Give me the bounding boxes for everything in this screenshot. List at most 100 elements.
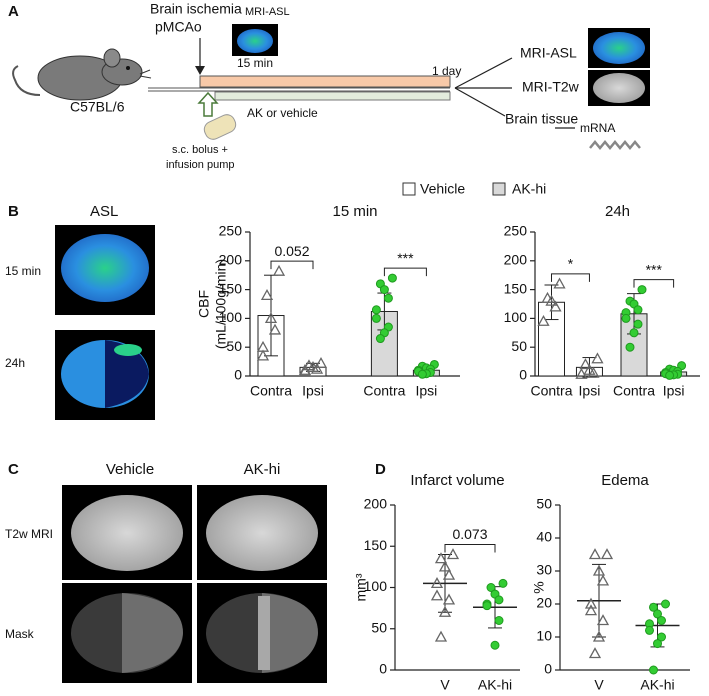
x-tick-label: AK-hi [478,677,512,693]
data-point [592,564,606,576]
brain [593,32,645,64]
panel-title: ASL [90,203,118,220]
delivery-label: s.c. bolus + [172,144,228,156]
y-tick-label: 250 [504,223,528,239]
mrna-label: mRNA [580,121,615,135]
arrow-head [195,66,205,75]
mouse [12,48,152,101]
time-label: 15 min [237,56,273,70]
y-tick-label: 200 [504,252,528,268]
data-point [434,552,448,564]
brain [114,344,142,356]
x-tick-label: AK-hi [640,677,674,693]
data-point [430,589,444,601]
data-point [553,277,566,289]
data-point [596,614,610,626]
output-label: MRI-ASL [520,45,577,61]
y-tick-label: 50 [226,338,242,354]
panel-letter: D [375,461,386,478]
data-point [371,313,381,323]
y-tick-label: 20 [536,595,552,611]
mask-strip [258,596,270,670]
x-tick-label: Ipsi [302,383,324,399]
strain-label: C57BL/6 [70,99,125,115]
lesion [105,340,149,408]
y-tick-label: 0 [544,661,552,677]
y-tick-label: 50 [536,496,552,512]
data-point [587,366,600,378]
data-point [371,305,381,315]
y-tick-label: 0 [379,661,387,677]
infusion-bar [214,91,451,101]
x-tick-label: V [594,677,604,693]
x-tick-label: V [440,677,450,693]
mrna-icon [589,140,641,150]
brain [593,73,645,103]
panel-letter: B [8,203,19,220]
x-tick-label: Contra [363,383,405,399]
data-point [645,625,654,635]
y-tick-label: 200 [364,496,388,512]
data-point [661,599,670,609]
mask-lesion [262,593,318,673]
legend-swatch [492,182,506,196]
data-point [442,593,456,605]
y-tick-label: 10 [536,628,552,644]
data-point [379,285,389,295]
treatment-label: AK or vehicle [247,106,318,120]
column-label: Vehicle [106,461,154,478]
legend-label: AK-hi [512,181,546,197]
y-axis-label: (mL/100g/min) [213,259,229,349]
y-axis-label: CBF [196,290,212,318]
data-point [272,264,286,276]
row-label: T2w MRI [5,527,53,541]
y-tick-label: 50 [371,619,387,635]
data-point [592,630,606,642]
significance-bracket [444,544,496,553]
data-point [375,334,385,344]
data-point [438,605,452,617]
data-point [633,319,643,329]
data-point [665,370,675,380]
data-point [256,349,270,361]
x-tick-label: Ipsi [416,383,438,399]
y-axis-label: mm³ [353,573,369,601]
data-point [383,293,393,303]
data-point [579,358,592,370]
y-tick-label: 40 [536,529,552,545]
legend-label: Vehicle [420,181,465,197]
chart-title: Infarct volume [410,472,504,489]
output-arrows [454,57,575,129]
data-point [637,285,647,295]
data-point [588,548,602,560]
data-point [596,574,610,586]
y-tick-label: 100 [219,309,243,325]
y-tick-label: 100 [504,309,528,325]
data-point [482,601,492,611]
y-tick-label: 100 [364,578,388,594]
data-point [657,616,666,625]
significance-bracket [551,273,590,282]
y-tick-label: 150 [504,280,528,296]
brain [237,29,273,53]
output-label: MRI-T2w [522,79,580,95]
data-point [588,647,602,659]
ischemia-label: pMCAo [155,19,202,35]
data-point [600,548,614,560]
brain [206,495,318,571]
data-point [498,578,508,588]
data-point [584,597,598,609]
data-point [260,289,274,301]
data-point [537,314,550,326]
data-point [575,367,588,379]
injection-arrow [197,91,219,117]
data-point [490,640,500,650]
data-point [653,609,662,619]
significance-bracket [633,279,675,288]
y-tick-label: 0 [234,367,242,383]
data-point [657,632,666,642]
data-point [417,369,427,379]
data-point [625,342,635,352]
significance-label: *** [397,250,414,266]
significance-label: *** [646,261,663,277]
